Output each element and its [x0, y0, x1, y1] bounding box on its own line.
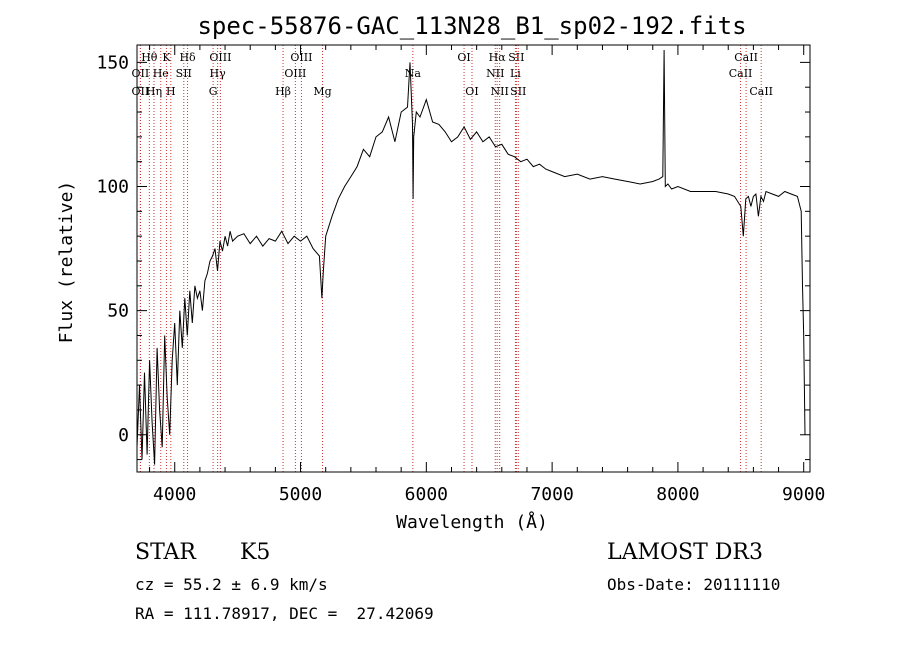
- ra-dec-coordinates: RA = 111.78917, DEC = 27.42069: [135, 604, 434, 623]
- plot-frame: [136, 44, 811, 473]
- marker-label-18: OI: [465, 85, 478, 98]
- axis-ticks: 4000 5000 6000 7000 8000 9000 0 50 100 150: [96, 45, 825, 505]
- marker-label-24: SII: [510, 85, 526, 98]
- marker-label-3: He: [153, 67, 169, 80]
- marker-label-8: Hδ: [179, 51, 196, 64]
- marker-label-15: Mg: [313, 85, 331, 98]
- marker-label-20: NII: [486, 67, 504, 80]
- marker-label-26: CaII: [729, 67, 753, 80]
- y-tick-label-0: 0: [118, 425, 129, 446]
- chart-title: spec-55876-GAC_113N28_B1_sp02-192.fits: [197, 12, 746, 40]
- marker-label-5: K: [162, 51, 171, 64]
- survey-name: LAMOST DR3: [607, 540, 763, 565]
- marker-label-10: Hγ: [210, 67, 227, 80]
- redshift-velocity: cz = 55.2 ± 6.9 km/s: [135, 575, 328, 594]
- marker-label-16: Na: [405, 67, 422, 80]
- marker-label-9: OIII: [209, 51, 231, 64]
- y-tick-label-3: 150: [96, 52, 129, 73]
- marker-label-1: OII: [132, 67, 150, 80]
- spectrum-line: [136, 49, 806, 465]
- marker-label-27: CaII: [749, 85, 773, 98]
- marker-label-23: Li: [510, 67, 521, 80]
- marker-label-14: OIII: [290, 51, 312, 64]
- marker-label-11: G: [209, 85, 218, 98]
- marker-label-17: OI: [457, 51, 470, 64]
- marker-label-6: H: [166, 85, 176, 98]
- marker-label-13: OIII: [284, 67, 306, 80]
- x-axis-label: Wavelength (Å): [396, 511, 548, 533]
- y-tick-label-2: 100: [96, 177, 129, 198]
- marker-label-2: OII: [132, 85, 150, 98]
- x-tick-label-1: 5000: [279, 484, 322, 505]
- marker-label-19: Hα: [489, 51, 507, 64]
- x-tick-label-2: 6000: [405, 484, 448, 505]
- x-tick-label-5: 9000: [782, 484, 825, 505]
- marker-label-12: Hβ: [275, 85, 291, 98]
- marker-label-7: SII: [176, 67, 192, 80]
- marker-label-4: Hη: [146, 85, 162, 98]
- y-tick-label-1: 50: [107, 301, 129, 322]
- x-tick-label-4: 8000: [656, 484, 699, 505]
- marker-label-25: CaII: [734, 51, 758, 64]
- object-subclass: K5: [240, 540, 271, 565]
- y-axis-label: Flux (relative): [56, 181, 77, 344]
- marker-label-21: NII: [491, 85, 509, 98]
- x-tick-label-3: 7000: [530, 484, 573, 505]
- object-class: STAR: [135, 540, 196, 565]
- marker-label-22: SII: [508, 51, 524, 64]
- observation-date: Obs-Date: 20111110: [607, 575, 781, 594]
- x-tick-label-0: 4000: [153, 484, 196, 505]
